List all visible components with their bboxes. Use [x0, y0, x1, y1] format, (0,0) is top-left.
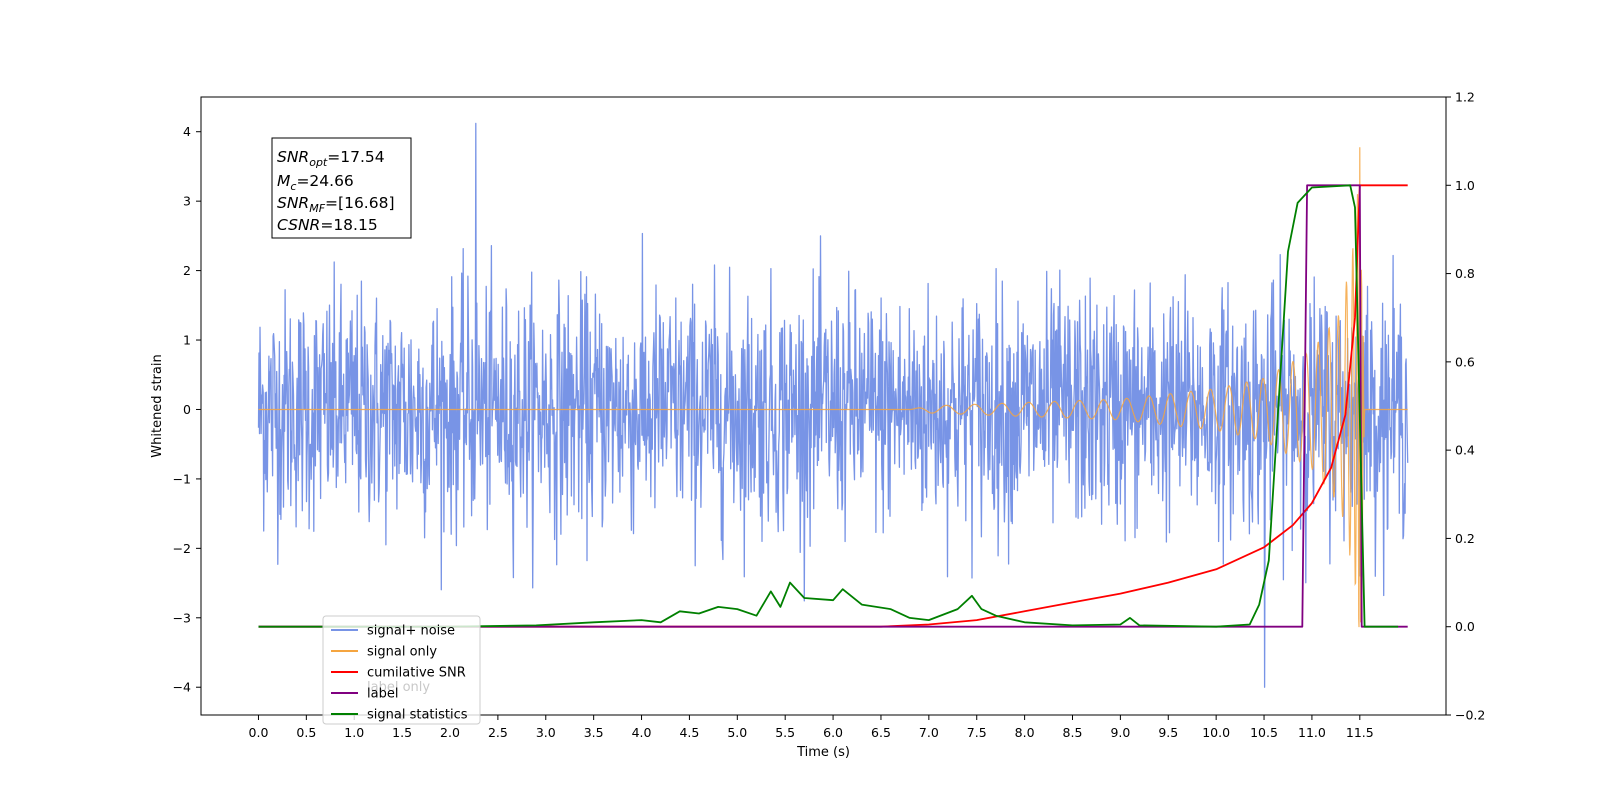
y-tick-label: 0 — [183, 402, 191, 417]
svg-text:Mc=24.66: Mc=24.66 — [277, 172, 354, 193]
y-axis-left: −4 −3 −2 −1 0 1 2 3 4 — [173, 124, 201, 695]
y-tick-label: 2 — [183, 263, 191, 278]
x-tick-label: 0.5 — [296, 725, 316, 740]
y2-tick-label: 0.0 — [1455, 619, 1475, 634]
x-tick-label: 10.5 — [1250, 725, 1278, 740]
snr-mf-value: =[16.68] — [325, 194, 394, 212]
legend-label: signal statistics — [367, 708, 468, 723]
legend-label: signal only — [367, 645, 437, 660]
series-signal-noise — [257, 122, 1409, 688]
y2-tick-label: 0.2 — [1455, 531, 1475, 546]
x-tick-label: 5.5 — [775, 725, 795, 740]
x-tick-label: 3.5 — [584, 725, 604, 740]
x-tick-label: 7.0 — [919, 725, 939, 740]
plot-frame — [200, 96, 1447, 716]
snr-opt-value: =17.54 — [327, 148, 384, 166]
svg-text:CSNR=18.15: CSNR=18.15 — [277, 216, 378, 234]
x-tick-label: 10.0 — [1202, 725, 1230, 740]
x-tick-label: 4.5 — [679, 725, 699, 740]
y2-tick-label: 1.2 — [1455, 90, 1475, 105]
x-tick-label: 1.0 — [344, 725, 364, 740]
y2-tick-label: 0.4 — [1455, 443, 1475, 458]
legend: label only signal+ noise signal only cumil… — [322, 615, 481, 725]
svg-text:SNRopt=17.54: SNRopt=17.54 — [277, 148, 385, 169]
y2-tick-label: 0.8 — [1455, 266, 1475, 281]
x-tick-label: 2.0 — [440, 725, 460, 740]
y-tick-label: 1 — [183, 333, 191, 348]
x-tick-label: 2.5 — [488, 725, 508, 740]
svg-text:SNRMF=[16.68]: SNRMF=[16.68] — [277, 194, 395, 215]
legend-hidden-text: label only — [367, 680, 430, 695]
x-tick-label: 0.0 — [249, 725, 269, 740]
x-tick-label: 9.0 — [1110, 725, 1130, 740]
legend-label: cumilative SNR — [367, 666, 466, 681]
y2-tick-label: −0.2 — [1455, 708, 1485, 723]
series-layer — [257, 122, 1409, 688]
series-signal-statistics — [258, 184, 1399, 628]
x-tick-label: 5.0 — [727, 725, 747, 740]
x-tick-label: 6.0 — [823, 725, 843, 740]
x-axis: 0.0 0.5 1.0 1.5 2.0 2.5 3.0 3.5 4.0 4.5 5.0 5.5 6.0 6… — [249, 715, 1374, 740]
y-tick-label: −1 — [173, 471, 191, 486]
x-tick-label: 9.5 — [1158, 725, 1178, 740]
y-axis-right: −0.2 0.0 0.2 0.4 0.6 0.8 1.0 1.2 — [1446, 90, 1485, 723]
x-axis-title: Time (s) — [796, 745, 850, 760]
x-tick-label: 8.5 — [1063, 725, 1083, 740]
x-tick-label: 8.0 — [1015, 725, 1035, 740]
legend-label: label — [367, 687, 398, 702]
y2-tick-label: 0.6 — [1455, 354, 1475, 369]
y-tick-label: −3 — [173, 610, 191, 625]
legend-label: signal+ noise — [367, 624, 455, 639]
mc-value: =24.66 — [296, 172, 353, 190]
y2-tick-label: 1.0 — [1455, 178, 1475, 193]
y-tick-label: −2 — [173, 541, 191, 556]
y-tick-label: −4 — [173, 680, 191, 695]
x-tick-label: 7.5 — [967, 725, 987, 740]
x-tick-label: 3.0 — [536, 725, 556, 740]
x-tick-label: 4.0 — [632, 725, 652, 740]
y-tick-label: 3 — [183, 194, 191, 209]
x-tick-label: 6.5 — [871, 725, 891, 740]
csnr-value: =18.15 — [320, 216, 377, 234]
series-cumilative-snr — [258, 184, 1408, 628]
x-tick-label: 11.0 — [1298, 725, 1326, 740]
series-signal-only — [258, 147, 1408, 628]
y-tick-label: 4 — [183, 124, 191, 139]
y-axis-title: Whitened strain — [150, 354, 165, 457]
x-tick-label: 11.5 — [1346, 725, 1374, 740]
x-tick-label: 1.5 — [392, 725, 412, 740]
stats-annotation: SNRopt=17.54 Mc=24.66 SNRMF=[16.68] CSNR… — [271, 137, 412, 239]
